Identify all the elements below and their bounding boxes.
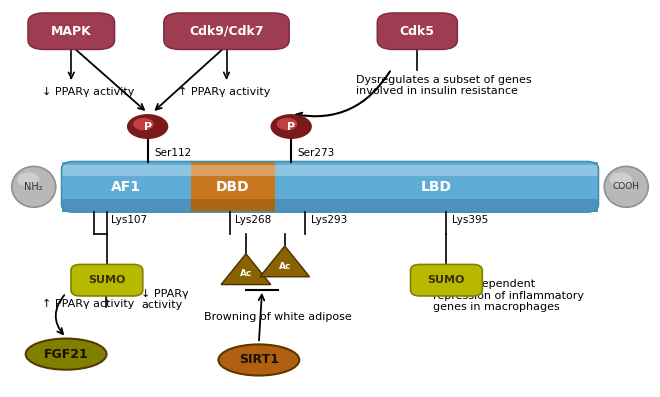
Text: P: P xyxy=(143,121,152,131)
Circle shape xyxy=(277,118,298,130)
Text: P: P xyxy=(287,121,295,131)
FancyBboxPatch shape xyxy=(164,13,289,50)
Text: ↑ PPARγ activity: ↑ PPARγ activity xyxy=(178,87,271,96)
Text: SUMO: SUMO xyxy=(428,275,465,285)
Ellipse shape xyxy=(218,344,299,376)
Circle shape xyxy=(127,114,168,139)
Text: SUMO: SUMO xyxy=(88,275,125,285)
Text: SIRT1: SIRT1 xyxy=(239,353,279,366)
Polygon shape xyxy=(221,254,271,285)
Text: Ser273: Ser273 xyxy=(298,148,335,158)
Text: Dysregulates a subset of genes
involved in insulin resistance: Dysregulates a subset of genes involved … xyxy=(356,75,531,96)
Circle shape xyxy=(271,114,312,139)
Ellipse shape xyxy=(605,166,648,207)
Text: Lys395: Lys395 xyxy=(451,215,488,225)
Circle shape xyxy=(133,118,154,130)
Text: LBD: LBD xyxy=(421,180,452,194)
Bar xyxy=(61,162,191,212)
Bar xyxy=(61,165,191,176)
Bar xyxy=(191,199,275,212)
Text: Cdk9/Cdk7: Cdk9/Cdk7 xyxy=(189,25,264,38)
Bar xyxy=(275,199,599,212)
Text: NH₂: NH₂ xyxy=(24,182,43,192)
FancyBboxPatch shape xyxy=(411,264,482,296)
Bar xyxy=(61,199,191,212)
Text: MAPK: MAPK xyxy=(51,25,92,38)
Text: Lys107: Lys107 xyxy=(111,215,147,225)
Ellipse shape xyxy=(26,339,106,370)
Text: FGF21: FGF21 xyxy=(44,348,88,360)
Bar xyxy=(191,165,275,176)
Ellipse shape xyxy=(610,172,632,187)
Text: Browning of white adipose: Browning of white adipose xyxy=(204,312,352,322)
Text: AF1: AF1 xyxy=(112,180,141,194)
Bar xyxy=(275,162,599,212)
Bar xyxy=(275,165,599,176)
Text: Ac: Ac xyxy=(240,270,252,278)
Text: ↑ PPARγ activity: ↑ PPARγ activity xyxy=(42,299,135,308)
Text: ↓ PPARγ activity: ↓ PPARγ activity xyxy=(42,87,135,96)
FancyBboxPatch shape xyxy=(378,13,457,50)
Text: Lys268: Lys268 xyxy=(235,215,271,225)
Polygon shape xyxy=(260,246,310,277)
Text: COOH: COOH xyxy=(612,182,640,191)
Text: Ligand-dependent
repression of inflammatory
genes in macrophages: Ligand-dependent repression of inflammat… xyxy=(434,279,585,312)
FancyBboxPatch shape xyxy=(71,264,143,296)
FancyBboxPatch shape xyxy=(28,13,115,50)
Text: Ac: Ac xyxy=(279,262,291,271)
Ellipse shape xyxy=(18,172,40,187)
Text: Cdk5: Cdk5 xyxy=(400,25,435,38)
Text: Ser112: Ser112 xyxy=(154,148,191,158)
Ellipse shape xyxy=(12,166,55,207)
Bar xyxy=(191,162,275,212)
Text: Lys293: Lys293 xyxy=(311,215,347,225)
Text: ↓ PPARγ
activity: ↓ PPARγ activity xyxy=(141,289,189,310)
Text: DBD: DBD xyxy=(216,180,249,194)
